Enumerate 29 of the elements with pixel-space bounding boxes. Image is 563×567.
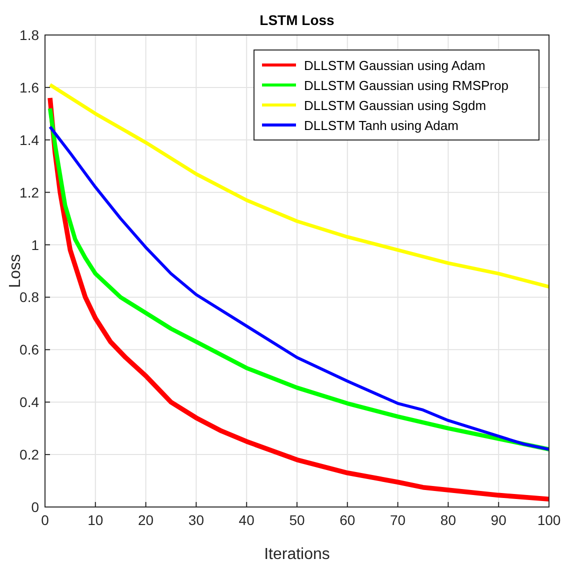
x-tick-label: 90 xyxy=(490,512,507,528)
x-tick-label: 60 xyxy=(340,512,356,528)
y-tick-label: 0 xyxy=(31,499,40,515)
legend-label: DLLSTM Gaussian using Sgdm xyxy=(304,98,486,113)
y-tick-label: 0.6 xyxy=(20,342,40,358)
y-axis-title: Loss xyxy=(7,254,24,288)
x-tick-label: 80 xyxy=(440,512,456,528)
x-axis-title: Iterations xyxy=(264,546,330,563)
legend-label: DLLSTM Gaussian using Adam xyxy=(304,58,486,73)
line-series xyxy=(48,96,552,502)
chart-title: LSTM Loss xyxy=(260,12,335,28)
y-tick-label: 0.4 xyxy=(20,394,40,410)
legend-label: DLLSTM Tanh using Adam xyxy=(304,118,458,133)
x-tick-label: 40 xyxy=(238,512,255,528)
y-tick-label: 1.6 xyxy=(20,79,40,96)
x-tick-label: 70 xyxy=(390,512,406,528)
x-tick-label: 0 xyxy=(41,512,50,528)
y-tick-label: 0.8 xyxy=(20,289,40,306)
x-tick-label: 50 xyxy=(289,512,305,528)
legend-label: DLLSTM Gaussian using RMSProp xyxy=(304,78,508,93)
y-tick-label: 1.2 xyxy=(20,184,40,200)
y-tick-label: 1 xyxy=(31,236,40,253)
x-tick-label: 20 xyxy=(138,512,154,528)
x-tick-label: 30 xyxy=(188,512,204,528)
y-tick-label: 1.8 xyxy=(20,27,40,43)
x-tick-label: 100 xyxy=(537,512,561,528)
y-tick-label: 1.4 xyxy=(20,132,40,148)
x-tick-label: 10 xyxy=(88,512,104,528)
y-tick-label: 0.2 xyxy=(20,446,40,463)
